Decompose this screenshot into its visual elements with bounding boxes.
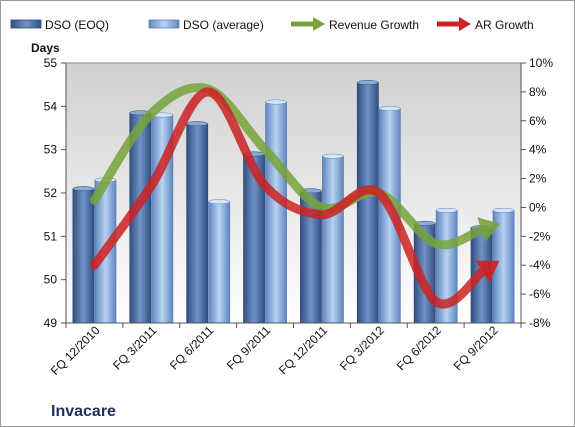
- bar-top-dso-average-4: [322, 153, 344, 159]
- y-tick-label-right-5: 0%: [529, 200, 547, 214]
- y-tick-label-left-3: 52: [44, 186, 58, 200]
- bar-dso-average-3: [265, 101, 287, 324]
- legend-item-dso-average: DSO (average): [148, 18, 264, 32]
- y-tick-label-left-0: 55: [44, 56, 58, 70]
- company-label: Invacare: [51, 403, 116, 420]
- line-ar-growth: [89, 87, 487, 309]
- bar-top-dso-eoq-5: [357, 80, 379, 85]
- x-tick-label-3: FQ 9/2011: [224, 323, 274, 373]
- y-tick-label-right-6: -2%: [529, 229, 551, 243]
- y-tick-label-right-9: -8%: [529, 316, 551, 330]
- x-tick-label-7: FQ 9/2012: [451, 323, 501, 373]
- bar-top-dso-eoq-0: [72, 186, 95, 192]
- bar-dso-eoq-2: [186, 123, 209, 324]
- x-tick-label-1: FQ 3/2011: [110, 323, 160, 373]
- legend-label-revenue-growth: Revenue Growth: [329, 18, 419, 32]
- legend-label-dso-average: DSO (average): [183, 18, 264, 32]
- bar-top-dso-average-7: [492, 207, 515, 213]
- legend-swatch-dso-eoq: [10, 19, 42, 29]
- y-tick-label-left-4: 51: [44, 229, 58, 243]
- legend-arrowhead-ar-growth: [459, 17, 471, 31]
- arrowhead-ar-growth: [475, 260, 500, 283]
- x-tick-label-4: FQ 12/2011: [276, 323, 330, 377]
- y-tick-label-left-2: 53: [44, 143, 58, 157]
- legend: DSO (EOQ) DSO (average) Revenue Growth A…: [10, 17, 534, 32]
- legend-item-ar-growth: AR Growth: [437, 17, 534, 32]
- y-tick-label-right-3: 4%: [529, 143, 547, 157]
- arrowhead-revenue-growth: [477, 217, 501, 243]
- bar-top-dso-eoq-2: [186, 121, 208, 127]
- y-tick-label-right-7: -4%: [529, 258, 551, 272]
- legend-swatch-dso-average: [148, 19, 180, 29]
- legend-label-ar-growth: AR Growth: [475, 18, 534, 32]
- bar-dso-eoq-5: [356, 82, 379, 324]
- x-tick-label-0: FQ 12/2010: [48, 323, 103, 378]
- legend-item-revenue-growth: Revenue Growth: [291, 17, 419, 32]
- y-tick-label-left-1: 54: [44, 99, 58, 113]
- line-revenue-growth: [89, 83, 486, 250]
- x-tick-label-5: FQ 3/2012: [337, 323, 387, 373]
- bar-dso-eoq-0: [72, 188, 95, 324]
- y-tick-label-right-2: 6%: [529, 114, 547, 128]
- y-tick-label-right-4: 2%: [529, 172, 547, 186]
- lines-layer: [89, 83, 501, 309]
- x-tick-label-2: FQ 6/2011: [167, 323, 217, 373]
- bars-layer: [72, 80, 515, 324]
- bar-top-dso-average-5: [379, 106, 401, 111]
- y-tick-label-left-6: 49: [44, 316, 58, 330]
- y-tick-label-right-8: -6%: [529, 287, 551, 301]
- bar-dso-average-4: [322, 155, 344, 324]
- legend-item-dso-eoq: DSO (EOQ): [10, 18, 109, 32]
- legend-arrowhead-revenue-growth: [313, 17, 325, 31]
- y-tick-label-left-5: 50: [44, 273, 58, 287]
- bar-dso-average-2: [208, 201, 231, 324]
- bar-top-dso-average-2: [208, 199, 230, 205]
- bar-top-dso-average-3: [265, 99, 287, 105]
- y-tick-label-right-0: 10%: [529, 56, 553, 70]
- y-tick-label-right-1: 8%: [529, 85, 547, 99]
- x-tick-label-6: FQ 6/2012: [394, 323, 444, 373]
- bar-top-dso-average-6: [435, 207, 458, 213]
- legend-label-dso-eoq: DSO (EOQ): [45, 18, 109, 32]
- y-axis-title: Days: [31, 41, 60, 55]
